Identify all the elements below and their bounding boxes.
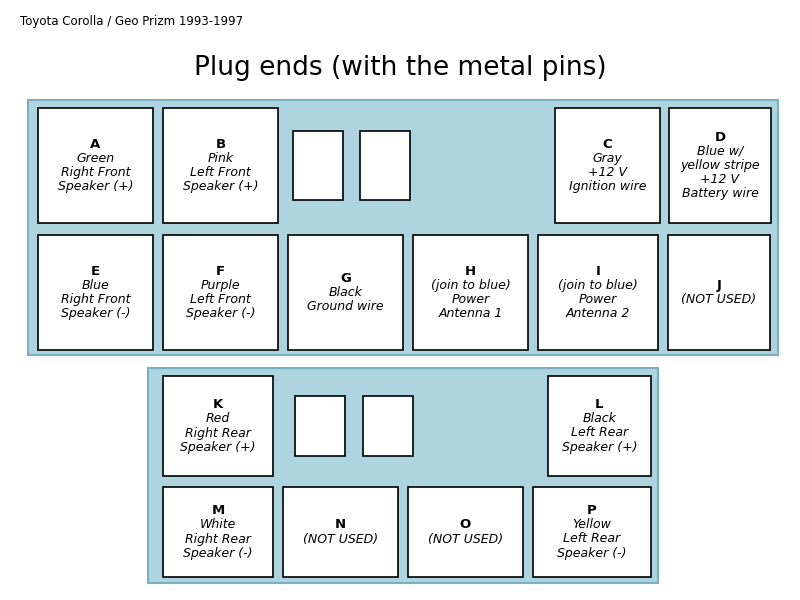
Bar (293, 131, 343, 200)
Bar (163, 108, 278, 223)
Bar (288, 235, 403, 350)
Bar (163, 487, 273, 577)
Bar (163, 376, 273, 476)
Text: Power: Power (579, 293, 617, 306)
Text: Speaker (+): Speaker (+) (562, 440, 638, 454)
Text: Green: Green (77, 152, 114, 165)
Text: White: White (200, 518, 236, 532)
Text: Right Rear: Right Rear (185, 533, 251, 545)
Text: Black: Black (329, 286, 362, 299)
Text: Antenna 1: Antenna 1 (438, 307, 502, 320)
Bar (360, 131, 410, 200)
Text: (join to blue): (join to blue) (558, 279, 638, 292)
Text: Right Front: Right Front (61, 293, 130, 306)
Text: Blue: Blue (82, 279, 110, 292)
Text: E: E (91, 265, 100, 278)
Text: G: G (340, 272, 351, 285)
Text: Left Front: Left Front (190, 166, 251, 179)
Text: (NOT USED): (NOT USED) (682, 293, 757, 306)
Text: Speaker (+): Speaker (+) (180, 440, 256, 454)
Text: (NOT USED): (NOT USED) (303, 533, 378, 545)
Text: Toyota Corolla / Geo Prizm 1993-1997: Toyota Corolla / Geo Prizm 1993-1997 (20, 16, 243, 28)
Text: L: L (595, 398, 604, 412)
Bar (668, 235, 770, 350)
Text: (NOT USED): (NOT USED) (428, 533, 503, 545)
Text: Left Front: Left Front (190, 293, 251, 306)
Text: Blue w/: Blue w/ (697, 145, 743, 158)
Text: Speaker (-): Speaker (-) (183, 547, 253, 559)
Text: Left Rear: Left Rear (571, 427, 628, 439)
Text: H: H (465, 265, 476, 278)
Text: (join to blue): (join to blue) (430, 279, 510, 292)
Text: A: A (90, 138, 101, 151)
Text: B: B (215, 138, 226, 151)
Bar (283, 487, 398, 577)
Text: Speaker (+): Speaker (+) (182, 180, 258, 193)
Text: C: C (602, 138, 612, 151)
Text: P: P (587, 505, 597, 517)
Bar (408, 487, 523, 577)
Bar (38, 235, 153, 350)
Text: Left Rear: Left Rear (563, 533, 621, 545)
Text: D: D (714, 131, 726, 144)
Text: J: J (717, 279, 722, 292)
Text: Black: Black (582, 413, 617, 425)
Text: Power: Power (451, 293, 490, 306)
Text: Speaker (-): Speaker (-) (61, 307, 130, 320)
Text: Gray: Gray (593, 152, 622, 165)
Text: yellow stripe: yellow stripe (680, 159, 760, 172)
Bar (555, 108, 660, 223)
Text: +12 V: +12 V (701, 173, 739, 186)
Text: Speaker (+): Speaker (+) (58, 180, 134, 193)
Text: Speaker (-): Speaker (-) (558, 547, 626, 559)
Bar (295, 396, 345, 456)
Text: O: O (460, 518, 471, 532)
Text: F: F (216, 265, 225, 278)
Text: Right Front: Right Front (61, 166, 130, 179)
Bar (28, 100, 778, 355)
Text: Ignition wire: Ignition wire (569, 180, 646, 193)
Bar (413, 235, 528, 350)
Text: Plug ends (with the metal pins): Plug ends (with the metal pins) (194, 55, 606, 81)
Text: Battery wire: Battery wire (682, 187, 758, 200)
Bar (163, 235, 278, 350)
Text: +12 V: +12 V (588, 166, 627, 179)
Text: Yellow: Yellow (573, 518, 611, 532)
Bar (538, 235, 658, 350)
Bar (148, 368, 658, 583)
Bar (548, 376, 651, 476)
Text: M: M (211, 505, 225, 517)
Text: Ground wire: Ground wire (307, 300, 384, 313)
Text: Purple: Purple (201, 279, 240, 292)
Text: Red: Red (206, 413, 230, 425)
Bar (38, 108, 153, 223)
Text: Pink: Pink (207, 152, 234, 165)
Text: Right Rear: Right Rear (185, 427, 251, 439)
Text: N: N (335, 518, 346, 532)
Text: K: K (213, 398, 223, 412)
Text: Antenna 2: Antenna 2 (566, 307, 630, 320)
Text: Speaker (-): Speaker (-) (186, 307, 255, 320)
Bar (533, 487, 651, 577)
Text: I: I (595, 265, 601, 278)
Bar (363, 396, 413, 456)
Bar (669, 108, 771, 223)
